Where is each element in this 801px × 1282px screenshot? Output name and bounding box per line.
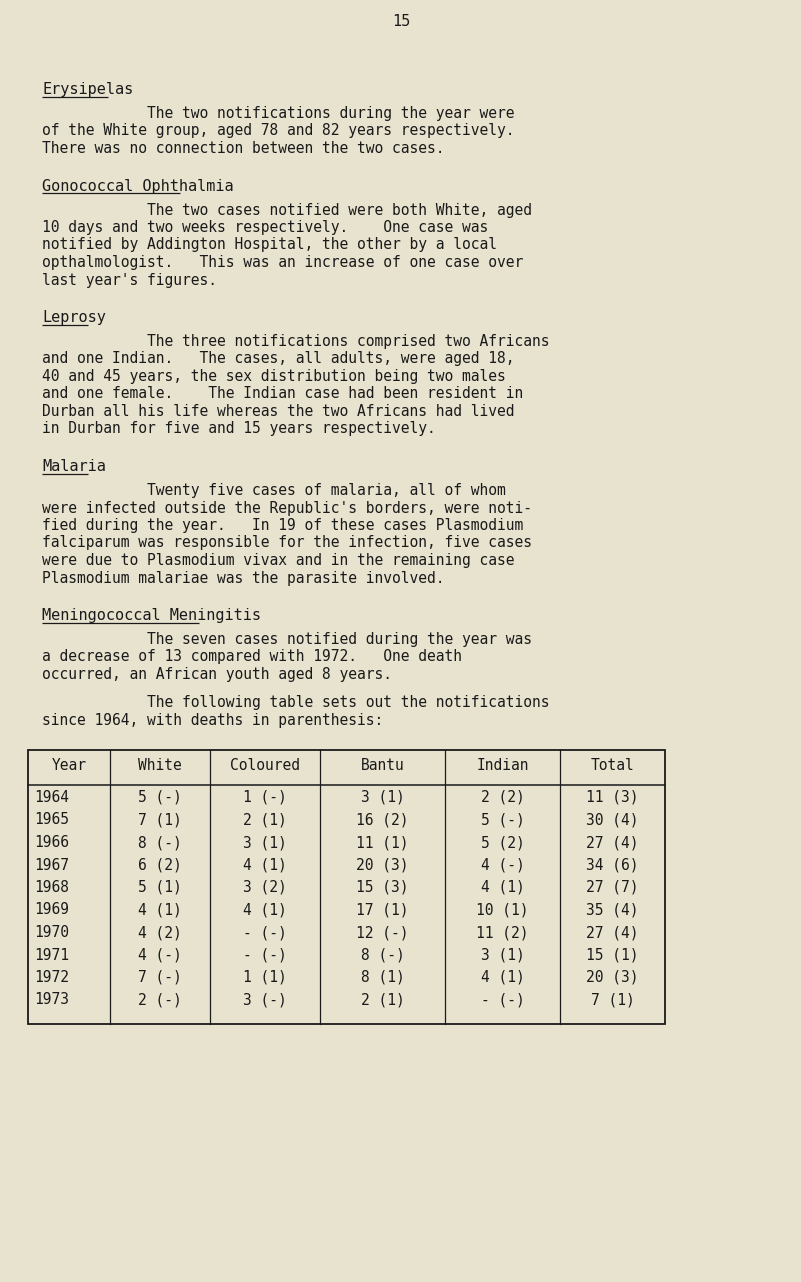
Text: Twenty five cases of malaria, all of whom: Twenty five cases of malaria, all of who… [42, 483, 505, 497]
Text: 1973: 1973 [34, 992, 69, 1008]
Text: 1965: 1965 [34, 813, 69, 827]
Text: Coloured: Coloured [230, 758, 300, 773]
Text: 8 (-): 8 (-) [138, 835, 182, 850]
Text: of the White group, aged 78 and 82 years respectively.: of the White group, aged 78 and 82 years… [42, 123, 514, 138]
Text: 20 (3): 20 (3) [356, 858, 409, 873]
Text: Erysipelas: Erysipelas [42, 82, 133, 97]
Text: 4 (2): 4 (2) [138, 926, 182, 940]
Text: opthalmologist.   This was an increase of one case over: opthalmologist. This was an increase of … [42, 255, 523, 271]
Text: Bantu: Bantu [360, 758, 405, 773]
Text: 3 (1): 3 (1) [244, 835, 287, 850]
Text: 3 (1): 3 (1) [360, 790, 405, 805]
Text: There was no connection between the two cases.: There was no connection between the two … [42, 141, 445, 156]
Text: The two notifications during the year were: The two notifications during the year we… [42, 106, 514, 121]
Text: 4 (-): 4 (-) [481, 858, 525, 873]
Text: 16 (2): 16 (2) [356, 813, 409, 827]
Text: 3 (-): 3 (-) [244, 992, 287, 1008]
Text: a decrease of 13 compared with 1972.   One death: a decrease of 13 compared with 1972. One… [42, 650, 462, 664]
Text: 7 (-): 7 (-) [138, 970, 182, 985]
Text: The following table sets out the notifications: The following table sets out the notific… [42, 695, 549, 710]
Text: - (-): - (-) [244, 926, 287, 940]
Text: 4 (1): 4 (1) [481, 970, 525, 985]
Text: Total: Total [590, 758, 634, 773]
Text: 4 (1): 4 (1) [244, 903, 287, 918]
Text: Meningococcal Meningitis: Meningococcal Meningitis [42, 608, 261, 623]
Text: in Durban for five and 15 years respectively.: in Durban for five and 15 years respecti… [42, 422, 436, 436]
Text: Leprosy: Leprosy [42, 310, 106, 326]
Text: 1966: 1966 [34, 835, 69, 850]
Text: 1970: 1970 [34, 926, 69, 940]
Text: Malaria: Malaria [42, 459, 106, 474]
Text: 6 (2): 6 (2) [138, 858, 182, 873]
Text: 4 (1): 4 (1) [244, 858, 287, 873]
Text: 5 (-): 5 (-) [481, 813, 525, 827]
Text: 11 (3): 11 (3) [586, 790, 638, 805]
Text: 20 (3): 20 (3) [586, 970, 638, 985]
Text: 1 (1): 1 (1) [244, 970, 287, 985]
Text: 2 (1): 2 (1) [244, 813, 287, 827]
Text: 34 (6): 34 (6) [586, 858, 638, 873]
Text: 10 (1): 10 (1) [477, 903, 529, 918]
Text: The three notifications comprised two Africans: The three notifications comprised two Af… [42, 335, 549, 349]
Text: The two cases notified were both White, aged: The two cases notified were both White, … [42, 203, 532, 218]
Text: 17 (1): 17 (1) [356, 903, 409, 918]
Text: 5 (2): 5 (2) [481, 835, 525, 850]
Text: Durban all his life whereas the two Africans had lived: Durban all his life whereas the two Afri… [42, 404, 514, 419]
Text: last year's figures.: last year's figures. [42, 273, 217, 287]
Text: 8 (-): 8 (-) [360, 947, 405, 963]
Text: 4 (1): 4 (1) [481, 879, 525, 895]
Text: and one female.    The Indian case had been resident in: and one female. The Indian case had been… [42, 386, 523, 401]
Text: 1971: 1971 [34, 947, 69, 963]
Text: 27 (4): 27 (4) [586, 926, 638, 940]
Text: and one Indian.   The cases, all adults, were aged 18,: and one Indian. The cases, all adults, w… [42, 351, 514, 367]
Text: 2 (-): 2 (-) [138, 992, 182, 1008]
Text: 4 (-): 4 (-) [138, 947, 182, 963]
Text: 5 (1): 5 (1) [138, 879, 182, 895]
Text: 12 (-): 12 (-) [356, 926, 409, 940]
Text: occurred, an African youth aged 8 years.: occurred, an African youth aged 8 years. [42, 667, 392, 682]
Text: 4 (1): 4 (1) [138, 903, 182, 918]
Text: fied during the year.   In 19 of these cases Plasmodium: fied during the year. In 19 of these cas… [42, 518, 523, 533]
Text: - (-): - (-) [244, 947, 287, 963]
Text: 27 (7): 27 (7) [586, 879, 638, 895]
Text: White: White [138, 758, 182, 773]
Text: 15 (1): 15 (1) [586, 947, 638, 963]
Text: 2 (2): 2 (2) [481, 790, 525, 805]
Text: 11 (1): 11 (1) [356, 835, 409, 850]
Text: 5 (-): 5 (-) [138, 790, 182, 805]
Text: 1964: 1964 [34, 790, 69, 805]
Text: 27 (4): 27 (4) [586, 835, 638, 850]
Text: 1968: 1968 [34, 879, 69, 895]
Text: 7 (1): 7 (1) [138, 813, 182, 827]
Text: 40 and 45 years, the sex distribution being two males: 40 and 45 years, the sex distribution be… [42, 369, 505, 385]
Text: 10 days and two weeks respectively.    One case was: 10 days and two weeks respectively. One … [42, 221, 489, 235]
Text: 30 (4): 30 (4) [586, 813, 638, 827]
Text: 3 (1): 3 (1) [481, 947, 525, 963]
Text: 2 (1): 2 (1) [360, 992, 405, 1008]
Text: 1972: 1972 [34, 970, 69, 985]
Text: Gonococcal Ophthalmia: Gonococcal Ophthalmia [42, 178, 234, 194]
Text: Plasmodium malariae was the parasite involved.: Plasmodium malariae was the parasite inv… [42, 570, 445, 586]
Text: Indian: Indian [477, 758, 529, 773]
Text: were due to Plasmodium vivax and in the remaining case: were due to Plasmodium vivax and in the … [42, 553, 514, 568]
Text: Year: Year [51, 758, 87, 773]
Text: 35 (4): 35 (4) [586, 903, 638, 918]
Text: since 1964, with deaths in parenthesis:: since 1964, with deaths in parenthesis: [42, 713, 383, 727]
Text: 1967: 1967 [34, 858, 69, 873]
Text: 8 (1): 8 (1) [360, 970, 405, 985]
Text: notified by Addington Hospital, the other by a local: notified by Addington Hospital, the othe… [42, 237, 497, 253]
Text: 7 (1): 7 (1) [590, 992, 634, 1008]
Text: falciparum was responsible for the infection, five cases: falciparum was responsible for the infec… [42, 536, 532, 550]
Text: were infected outside the Republic's borders, were noti-: were infected outside the Republic's bor… [42, 500, 532, 515]
Text: 1969: 1969 [34, 903, 69, 918]
Text: 11 (2): 11 (2) [477, 926, 529, 940]
Text: 3 (2): 3 (2) [244, 879, 287, 895]
Text: 15: 15 [392, 14, 410, 29]
Text: 1 (-): 1 (-) [244, 790, 287, 805]
Text: The seven cases notified during the year was: The seven cases notified during the year… [42, 632, 532, 647]
Text: 15 (3): 15 (3) [356, 879, 409, 895]
Text: - (-): - (-) [481, 992, 525, 1008]
Bar [28, 750, 665, 1024]
